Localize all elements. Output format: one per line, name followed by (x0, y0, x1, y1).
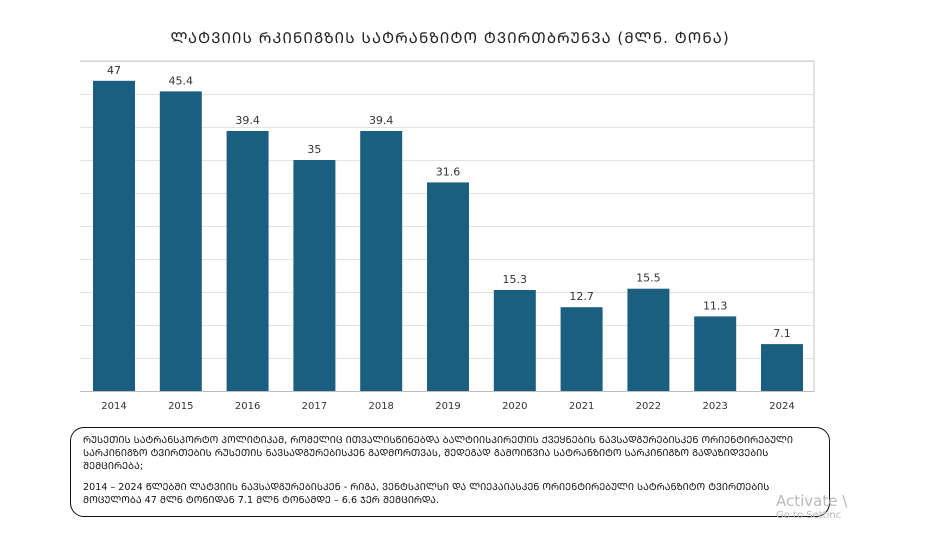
value-label-2014: 47 (107, 64, 121, 77)
bar-chart: 4745.439.43539.431.615.312.715.511.37.1 … (80, 60, 815, 412)
value-label-2020: 15.3 (503, 273, 528, 286)
bar-2024 (761, 344, 803, 391)
value-label-2015: 45.4 (169, 74, 194, 87)
x-tick-label-2022: 2022 (636, 401, 661, 412)
note-paragraph-1: ᲠᲣᲡᲔᲗᲘᲡ ᲡᲐᲢᲠᲐᲜᲡᲞᲝᲠᲢᲝ ᲞᲝᲚᲘᲢᲘᲙᲐᲛ, ᲠᲝᲛᲔᲚᲘᲪ … (83, 435, 793, 472)
value-label-2018: 39.4 (369, 114, 394, 127)
x-tick-label-2018: 2018 (368, 401, 393, 412)
watermark-line-1: Activate \ (776, 492, 848, 510)
bar-2020 (493, 290, 536, 391)
x-tick-label-2020: 2020 (502, 401, 527, 412)
x-tick-label-2019: 2019 (435, 401, 460, 412)
x-tick-label-2016: 2016 (235, 401, 260, 412)
bar-2023 (694, 316, 737, 391)
x-axis-labels: 2014 2015 2016 2017 2018 2019 2020 2021 2022 2023… (101, 401, 794, 412)
x-tick-label-2024: 2024 (769, 401, 794, 412)
x-tick-label-2015: 2015 (168, 401, 193, 412)
value-label-2019: 31.6 (436, 165, 461, 178)
x-tick-label-2017: 2017 (302, 401, 327, 412)
x-tick-label-2023: 2023 (702, 401, 727, 412)
note-box: ᲠᲣᲡᲔᲗᲘᲡ ᲡᲐᲢᲠᲐᲜᲡᲞᲝᲠᲢᲝ ᲞᲝᲚᲘᲢᲘᲙᲐᲛ, ᲠᲝᲛᲔᲚᲘᲪ … (70, 427, 830, 517)
value-label-2017: 35 (307, 143, 321, 156)
value-label-2023: 11.3 (703, 299, 728, 312)
chart-title: ᲚᲐᲢᲕᲘᲘᲡ ᲠᲙᲘᲜᲘᲒᲖᲘᲡ ᲡᲐᲢᲠᲐᲜᲖᲘᲢᲝ ᲢᲕᲘᲠᲗᲑᲠᲣᲜᲕᲐ… (170, 29, 730, 47)
value-label-2021: 12.7 (569, 290, 594, 303)
value-label-2022: 15.5 (636, 272, 661, 285)
value-labels: 47 45.4 39.4 35 39.4 31.6 15.3 12.7 15.5 11.3 7.1 (107, 64, 791, 340)
bar-2014 (93, 80, 135, 392)
value-label-2016: 39.4 (235, 114, 260, 127)
watermark-line-2: Go to Settinc (776, 510, 842, 521)
activate-windows-watermark: Activate \ Go to Settinc (776, 492, 944, 532)
x-tick-label-2021: 2021 (569, 401, 594, 412)
bar-2019 (427, 182, 469, 391)
bar-2016 (226, 131, 269, 391)
bar-2021 (560, 307, 603, 391)
value-label-2024: 7.1 (773, 327, 791, 340)
bar-2017 (293, 160, 336, 391)
bar-2022 (627, 288, 670, 391)
bars (93, 80, 803, 392)
bar-2018 (360, 131, 403, 391)
bar-2015 (159, 91, 202, 392)
x-tick-label-2014: 2014 (101, 401, 126, 412)
note-paragraph-2: 2014 – 2024 ᲬᲚᲔᲑᲨᲘ ᲚᲐᲢᲕᲘᲘᲡ ᲜᲐᲕᲡᲐᲓᲒᲣᲠᲔᲑᲘᲡ… (83, 482, 770, 506)
